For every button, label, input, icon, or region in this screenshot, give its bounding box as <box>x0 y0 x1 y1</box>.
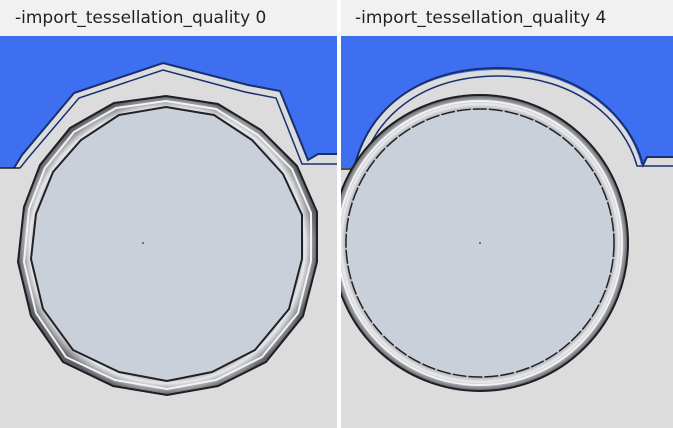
top-body-shape <box>0 36 337 168</box>
viewport-quality-4[interactable] <box>341 36 673 428</box>
center-dot <box>479 242 481 244</box>
top-body-edge <box>13 61 337 169</box>
top-body-inner-edge <box>360 75 673 170</box>
top-body-edge <box>353 66 673 170</box>
top-body-shape <box>341 36 673 168</box>
inner-disc <box>29 105 303 383</box>
ring-highlight <box>341 100 623 386</box>
panel-divider <box>337 0 341 428</box>
panel-caption: -import_tessellation_quality 0 <box>0 0 337 36</box>
panel-quality-4: -import_tessellation_quality 4 <box>341 0 673 428</box>
viewport-quality-0[interactable] <box>0 36 337 428</box>
ring-highlight <box>22 99 312 391</box>
panel-quality-0: -import_tessellation_quality 0 <box>0 0 337 428</box>
panel-caption: -import_tessellation_quality 4 <box>341 0 673 36</box>
top-body-inner-edge <box>19 69 337 169</box>
center-dot <box>142 242 144 244</box>
